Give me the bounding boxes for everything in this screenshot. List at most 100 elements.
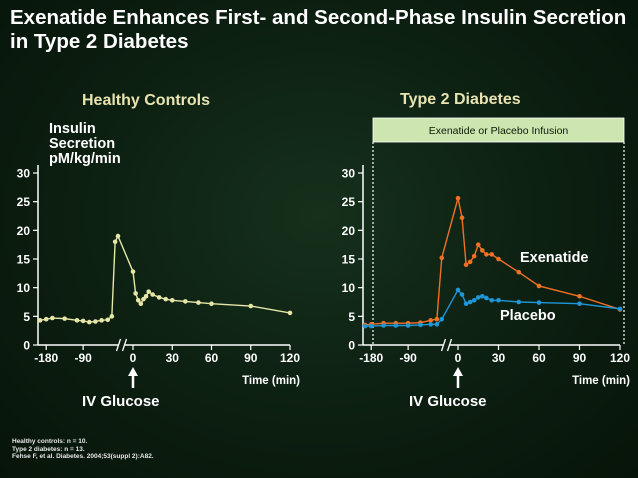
data-point bbox=[459, 215, 465, 221]
axis-break-mark bbox=[446, 338, 453, 352]
y-tick-label: 25 bbox=[17, 195, 31, 209]
data-point bbox=[209, 301, 214, 307]
data-point bbox=[133, 291, 138, 296]
data-point bbox=[455, 195, 461, 201]
x-tick-label: 30 bbox=[166, 351, 180, 365]
x-tick-label: 0 bbox=[455, 351, 462, 365]
data-point bbox=[434, 322, 440, 327]
data-point bbox=[86, 319, 92, 325]
x-tick-label: 60 bbox=[205, 351, 219, 365]
series-label-exenatide: Exenatide bbox=[520, 250, 589, 266]
data-point bbox=[381, 323, 386, 328]
data-point bbox=[405, 323, 411, 328]
x-axis-label: Time (min) bbox=[572, 375, 630, 387]
axis-break-mark bbox=[121, 338, 128, 352]
data-point bbox=[577, 301, 582, 307]
glucose-arrow-head bbox=[453, 367, 463, 376]
y-tick-label: 0 bbox=[23, 339, 30, 353]
data-point bbox=[143, 293, 149, 299]
data-point bbox=[50, 315, 55, 321]
y-label-line-3: pM/kg/min bbox=[49, 151, 121, 167]
data-point bbox=[43, 316, 49, 322]
chart-panel-1: 0 5 10 15 20 25 30 -180 -90 0 30 60 90 120 Time (min) bbox=[17, 165, 300, 388]
data-point bbox=[467, 259, 473, 265]
y-tick-label: 10 bbox=[342, 281, 356, 295]
x-tick-label: 120 bbox=[280, 351, 300, 365]
footnote-2: Type 2 diabetes: n = 13. bbox=[12, 445, 85, 453]
data-point bbox=[163, 296, 169, 302]
data-point bbox=[516, 299, 522, 305]
footnote-3: Fehse F, et al. Diabetes. 2004;53(suppl … bbox=[12, 453, 154, 460]
y-tick-label: 15 bbox=[17, 253, 31, 267]
glucose-arrow-head bbox=[128, 367, 138, 376]
data-point bbox=[516, 269, 522, 275]
data-point bbox=[489, 297, 495, 303]
data-point bbox=[480, 248, 485, 253]
data-point bbox=[475, 295, 481, 300]
data-point bbox=[463, 262, 469, 268]
data-point bbox=[471, 253, 477, 259]
data-point bbox=[475, 242, 481, 247]
data-point bbox=[467, 299, 473, 305]
data-point bbox=[536, 283, 542, 289]
data-point bbox=[536, 300, 542, 305]
data-point bbox=[480, 293, 485, 299]
iv-glucose-label-left: IV Glucose bbox=[82, 393, 160, 410]
y-tick-label: 5 bbox=[348, 310, 355, 324]
y-tick-label: 20 bbox=[17, 224, 31, 238]
x-tick-label: 0 bbox=[130, 351, 137, 365]
data-point bbox=[418, 322, 423, 328]
chart-panel-2: Exenatide or Placebo Infusion 0 5 10 15 20 25 3… bbox=[342, 117, 630, 388]
data-point bbox=[471, 297, 477, 303]
x-tick-label: 120 bbox=[610, 351, 630, 365]
data-point bbox=[428, 322, 433, 327]
data-point bbox=[484, 295, 489, 301]
data-point bbox=[74, 318, 80, 323]
data-point bbox=[439, 316, 445, 322]
footnote-1: Healthy controls: n = 10. bbox=[12, 438, 88, 445]
data-point bbox=[617, 306, 623, 312]
data-point bbox=[138, 301, 144, 307]
y-label-line-1: Insulin bbox=[49, 121, 96, 137]
data-point bbox=[577, 293, 582, 299]
type2-diabetes-title: Type 2 Diabetes bbox=[400, 91, 521, 108]
y-label-line-2: Secretion bbox=[49, 136, 116, 152]
footnotes: Healthy controls: n = 10. Type 2 diabete… bbox=[12, 438, 154, 461]
data-point bbox=[130, 269, 136, 274]
data-point bbox=[439, 255, 445, 261]
healthy-controls-title: Healthy Controls bbox=[82, 92, 211, 109]
series-exenatide bbox=[362, 195, 623, 328]
y-tick-label: 5 bbox=[23, 310, 30, 324]
data-point bbox=[37, 318, 43, 323]
data-point bbox=[428, 318, 433, 323]
x-tick-label: 90 bbox=[573, 351, 587, 365]
x-tick-label: 90 bbox=[244, 351, 258, 365]
x-tick-label: -180 bbox=[34, 351, 58, 365]
x-tick-label: -90 bbox=[399, 351, 417, 365]
y-tick-label: 0 bbox=[348, 339, 355, 353]
slide-title: Exenatide Enhances First- and Second-Pha… bbox=[10, 6, 627, 53]
data-point bbox=[196, 300, 201, 305]
data-point bbox=[393, 323, 399, 328]
y-tick-label: 15 bbox=[342, 253, 356, 267]
y-axis-label: Insulin Secretion pM/kg/min bbox=[49, 122, 169, 167]
series-healthy bbox=[37, 233, 293, 325]
infusion-box-label: Exenatide or Placebo Infusion bbox=[429, 125, 569, 137]
y-tick-label: 10 bbox=[17, 281, 31, 295]
data-point bbox=[459, 292, 465, 297]
data-point bbox=[115, 233, 121, 239]
data-point bbox=[463, 301, 469, 307]
data-point bbox=[248, 303, 254, 309]
data-point bbox=[169, 297, 175, 303]
series-label-placebo: Placebo bbox=[500, 308, 556, 324]
data-point bbox=[455, 287, 461, 293]
data-point bbox=[496, 256, 501, 262]
x-tick-label: 60 bbox=[532, 351, 546, 365]
data-point bbox=[105, 317, 111, 323]
data-point bbox=[368, 323, 374, 329]
y-tick-label: 25 bbox=[342, 195, 356, 209]
data-point bbox=[62, 316, 67, 321]
data-point bbox=[484, 252, 489, 257]
axis-break-mark bbox=[115, 338, 122, 352]
